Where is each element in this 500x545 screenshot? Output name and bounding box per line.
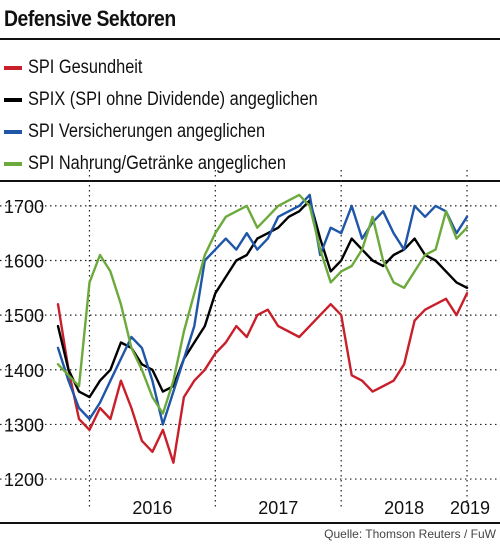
series-line xyxy=(56,292,469,464)
chart-title: Defensive Sektoren xyxy=(4,6,176,31)
legend-item: SPIX (SPI ohne Dividende) angeglichen xyxy=(4,84,365,116)
line-chart: 1200 1300 1400 1500 1600 1700 2016 2017 2018 2019 xyxy=(0,170,500,524)
legend-item: SPI Gesundheit xyxy=(4,52,365,84)
legend-label: SPI Nahrung/Getränke angeglichen xyxy=(28,153,286,174)
legend-swatch xyxy=(4,66,22,70)
y-tick-label: 1600 xyxy=(4,252,44,272)
legend-label: SPIX (SPI ohne Dividende) angeglichen xyxy=(28,89,318,110)
x-tick-label: 2016 xyxy=(132,498,172,518)
x-tick-label: 2018 xyxy=(384,498,424,518)
y-tick-label: 1300 xyxy=(4,415,44,435)
y-tick-label: 1700 xyxy=(4,197,44,217)
legend-label: SPI Gesundheit xyxy=(28,57,143,78)
legend-swatch xyxy=(4,162,22,166)
series-line xyxy=(56,193,469,426)
series-line xyxy=(56,193,469,415)
legend-swatch xyxy=(4,130,22,134)
title-divider xyxy=(0,38,500,40)
legend: SPI Gesundheit SPIX (SPI ohne Dividende)… xyxy=(4,52,365,180)
legend-item: SPI Nahrung/Getränke angeglichen xyxy=(4,148,365,180)
source-note: Quelle: Thomson Reuters / FuW xyxy=(324,527,496,541)
legend-label: SPI Versicherungen angeglichen xyxy=(28,121,266,142)
y-tick-label: 1400 xyxy=(4,361,44,381)
x-tick-label: 2017 xyxy=(258,498,298,518)
y-tick-label: 1500 xyxy=(4,306,44,326)
legend-item: SPI Versicherungen angeglichen xyxy=(4,116,365,148)
legend-swatch xyxy=(4,98,22,102)
y-tick-label: 1200 xyxy=(4,470,44,490)
x-tick-label: 2019 xyxy=(450,498,490,518)
legend-divider xyxy=(0,180,500,182)
